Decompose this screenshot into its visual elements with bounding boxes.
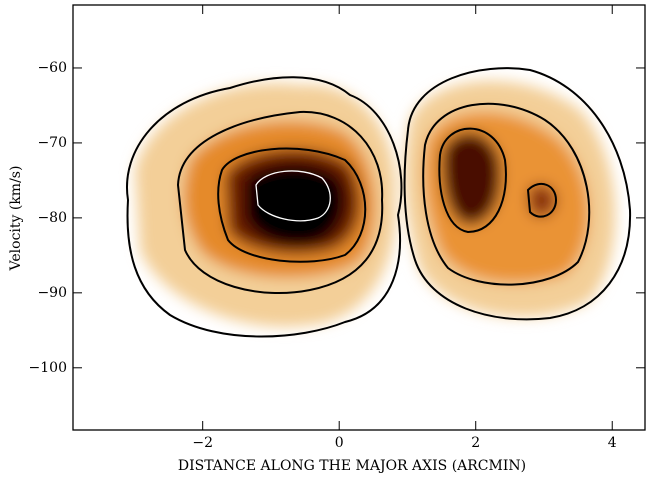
- y-tick-label: −100: [29, 360, 67, 376]
- x-tick-label: 4: [608, 435, 617, 451]
- x-axis-label: DISTANCE ALONG THE MAJOR AXIS (ARCMIN): [178, 458, 526, 474]
- x-tick-label: 2: [471, 435, 480, 451]
- y-tick-label: −80: [37, 210, 67, 226]
- y-tick-label: −90: [37, 285, 67, 301]
- intensity-image: [126, 67, 632, 338]
- y-tick-label: −60: [37, 60, 67, 76]
- x-tick-label: −2: [192, 435, 213, 451]
- y-tick-label: −70: [37, 135, 67, 151]
- x-tick-label: 0: [335, 435, 344, 451]
- y-axis-label: Velocity (km/s): [8, 166, 24, 272]
